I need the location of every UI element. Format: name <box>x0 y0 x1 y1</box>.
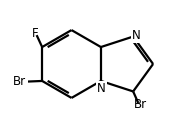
Text: F: F <box>32 27 38 40</box>
Text: Br: Br <box>134 98 147 111</box>
Text: N: N <box>97 82 106 94</box>
Text: N: N <box>132 29 141 42</box>
Text: Br: Br <box>13 75 26 88</box>
